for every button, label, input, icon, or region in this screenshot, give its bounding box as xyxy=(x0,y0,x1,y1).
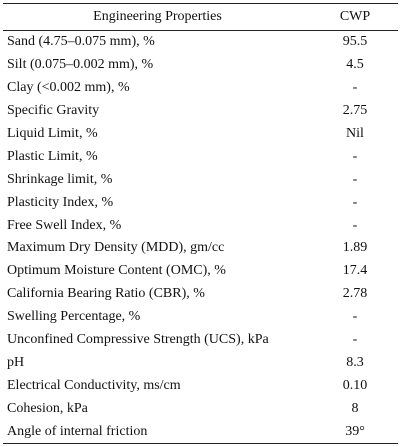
property-cell: Electrical Conductivity, ms/cm xyxy=(7,377,181,393)
table-row: Specific Gravity 2.75 xyxy=(3,100,398,123)
value-cell: 17.4 xyxy=(342,263,368,279)
table-row: Free Swell Index, % - xyxy=(3,214,398,237)
property-cell: Maximum Dry Density (MDD), gm/cc xyxy=(7,240,225,256)
value-cell: - xyxy=(352,194,358,210)
table-row: Clay (<0.002 mm), % - xyxy=(3,77,398,100)
property-cell: Free Swell Index, % xyxy=(7,217,122,233)
table-row: Plasticity Index, % - xyxy=(3,191,398,214)
value-cell: 39° xyxy=(312,420,398,445)
property-cell: pH xyxy=(7,354,25,370)
value-cell: - xyxy=(352,309,358,325)
page: Engineering Properties CWP Sand (4.75–0.… xyxy=(0,3,401,447)
property-cell: Sand (4.75–0.075 mm), % xyxy=(7,34,155,50)
property-cell: Liquid Limit, % xyxy=(7,126,98,141)
table-row: Liquid Limit, % Nil xyxy=(3,123,398,146)
table-row: pH 8.3 xyxy=(3,351,398,374)
value-cell: Nil xyxy=(346,126,364,141)
table-row: Angle of internal friction 39° xyxy=(3,420,398,445)
table-row: Swelling Percentage, % - xyxy=(3,306,398,329)
property-cell: Clay (<0.002 mm), % xyxy=(7,80,130,96)
header-cell: CWP xyxy=(312,3,398,31)
value-cell: 2.75 xyxy=(342,103,368,119)
property-cell: Plasticity Index, % xyxy=(7,194,114,210)
value-cell: - xyxy=(352,332,358,348)
value-cell: - xyxy=(352,171,358,187)
property-cell: Unconfined Compressive Strength (UCS), k… xyxy=(7,332,269,348)
table-row: Electrical Conductivity, ms/cm 0.10 xyxy=(3,374,398,397)
table-row: Plastic Limit, % - xyxy=(3,145,398,168)
table-row: Optimum Moisture Content (OMC), % 17.4 xyxy=(3,260,398,283)
table-row: Sand (4.75–0.075 mm), % 95.5 xyxy=(3,31,398,54)
table-body: Sand (4.75–0.075 mm), % 95.5 Silt (0.075–0… xyxy=(3,31,398,445)
value-cell: 1.89 xyxy=(342,240,368,256)
value-cell: - xyxy=(352,148,358,164)
value-cell: 8 xyxy=(351,400,359,416)
value-cell: 0.10 xyxy=(342,377,368,393)
table-row: Maximum Dry Density (MDD), gm/cc 1.89 xyxy=(3,237,398,260)
property-cell: Swelling Percentage, % xyxy=(7,309,141,325)
table-row: Cohesion, kPa 8 xyxy=(3,397,398,420)
table-row: Unconfined Compressive Strength (UCS), k… xyxy=(3,329,398,352)
value-cell: - xyxy=(352,80,358,96)
table-head: Engineering Properties CWP xyxy=(3,3,398,31)
header-row: Engineering Properties CWP xyxy=(3,3,398,31)
property-cell: Shrinkage limit, % xyxy=(7,171,113,187)
property-cell: Specific Gravity xyxy=(7,103,100,119)
property-cell: Angle of internal friction xyxy=(3,420,312,445)
value-cell: 8.3 xyxy=(346,354,364,370)
property-cell: Optimum Moisture Content (OMC), % xyxy=(7,263,226,279)
value-cell: 95.5 xyxy=(342,34,368,50)
header-cell: Engineering Properties xyxy=(3,3,312,31)
table-row: Silt (0.075–0.002 mm), % 4.5 xyxy=(3,54,398,77)
value-cell: 4.5 xyxy=(346,57,364,73)
value-cell: 2.78 xyxy=(342,286,368,302)
property-cell: Silt (0.075–0.002 mm), % xyxy=(7,57,154,73)
table-row: Shrinkage limit, % - xyxy=(3,168,398,191)
properties-table: Engineering Properties CWP Sand (4.75–0.… xyxy=(3,3,398,445)
table-row: California Bearing Ratio (CBR), % 2.78 xyxy=(3,283,398,306)
value-cell: - xyxy=(352,217,358,233)
property-cell: Cohesion, kPa xyxy=(7,400,88,416)
property-cell: California Bearing Ratio (CBR), % xyxy=(7,286,205,302)
property-cell: Plastic Limit, % xyxy=(7,148,98,164)
